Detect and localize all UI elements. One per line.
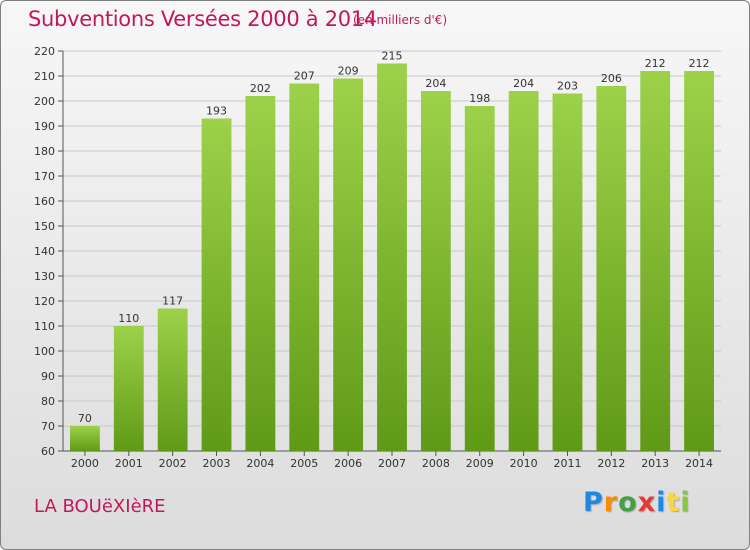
- bar-value-label: 212: [689, 57, 710, 70]
- bar-value-label: 204: [425, 77, 446, 90]
- bar: [289, 83, 320, 451]
- x-tick-label: 2006: [334, 457, 362, 470]
- y-tick-label: 180: [34, 145, 55, 158]
- y-tick-label: 80: [41, 395, 55, 408]
- bar: [157, 308, 188, 451]
- logo-letter: i: [680, 487, 691, 518]
- bar-value-label: 70: [78, 412, 92, 425]
- bar: [464, 106, 495, 451]
- y-tick-label: 110: [34, 320, 55, 333]
- x-tick-label: 2009: [466, 457, 494, 470]
- logo-letter: o: [618, 487, 638, 518]
- bar: [201, 118, 232, 451]
- y-tick-label: 200: [34, 95, 55, 108]
- bar-value-label: 110: [118, 312, 139, 325]
- chart-unit-label: (en milliers d'€): [353, 13, 448, 27]
- y-tick-label: 190: [34, 120, 55, 133]
- y-tick-label: 150: [34, 220, 55, 233]
- x-tick-label: 2002: [159, 457, 187, 470]
- y-tick-label: 120: [34, 295, 55, 308]
- y-tick-label: 130: [34, 270, 55, 283]
- logo-letter: t: [666, 487, 681, 518]
- bar-value-label: 193: [206, 105, 227, 118]
- value-labels: 70 110 117 193 202 207 209 215 204 198 204 203 206 21…: [78, 50, 710, 426]
- bar: [596, 86, 627, 451]
- bar: [70, 426, 100, 451]
- bar-value-label: 206: [601, 72, 622, 85]
- x-tick-label: 2001: [115, 457, 143, 470]
- bar-value-label: 203: [557, 80, 578, 93]
- bar-value-label: 215: [382, 50, 403, 63]
- x-tick-label: 2011: [553, 457, 581, 470]
- logo-letter: x: [637, 487, 657, 518]
- x-tick-label: 2005: [290, 457, 318, 470]
- bar-value-label: 207: [294, 70, 315, 83]
- bar: [508, 91, 539, 451]
- y-tick-label: 220: [34, 45, 55, 58]
- x-tick-label: 2014: [685, 457, 713, 470]
- y-tick-label: 100: [34, 345, 55, 358]
- x-tick-label: 2004: [246, 457, 274, 470]
- x-tick-label: 2008: [422, 457, 450, 470]
- x-tick-label: 2003: [203, 457, 231, 470]
- bar: [684, 71, 714, 451]
- logo-letter: P: [583, 487, 604, 518]
- x-tick-label: 2013: [641, 457, 669, 470]
- y-tick-label: 210: [34, 70, 55, 83]
- proxiti-logo: Proxiti: [583, 487, 691, 518]
- bar-value-label: 202: [250, 82, 271, 95]
- bar-value-label: 204: [513, 77, 534, 90]
- bar: [245, 96, 276, 451]
- bar: [552, 93, 583, 451]
- y-tick-label: 60: [41, 445, 55, 458]
- bar-value-label: 198: [469, 92, 490, 105]
- logo-letter: i: [656, 487, 667, 518]
- bar: [420, 91, 451, 451]
- bar-value-label: 212: [645, 57, 666, 70]
- y-tick-label: 140: [34, 245, 55, 258]
- bars: [70, 63, 714, 451]
- y-tick-label: 90: [41, 370, 55, 383]
- x-tick-label: 2012: [597, 457, 625, 470]
- x-tick-label: 2007: [378, 457, 406, 470]
- commune-name: LA BOUëXIèRE: [34, 496, 166, 517]
- y-tick-label: 170: [34, 170, 55, 183]
- bar-value-label: 117: [162, 295, 183, 308]
- x-tick-label: 2010: [510, 457, 538, 470]
- bar: [333, 78, 364, 451]
- x-tick-label: 2000: [71, 457, 99, 470]
- bar-value-label: 209: [338, 65, 359, 78]
- chart-title: Subventions Versées 2000 à 2014: [28, 7, 377, 31]
- logo-letter: r: [603, 487, 619, 518]
- bar: [640, 71, 671, 451]
- y-tick-label: 160: [34, 195, 55, 208]
- bar: [377, 63, 407, 451]
- bar: [113, 326, 144, 451]
- y-tick-label: 70: [41, 420, 55, 433]
